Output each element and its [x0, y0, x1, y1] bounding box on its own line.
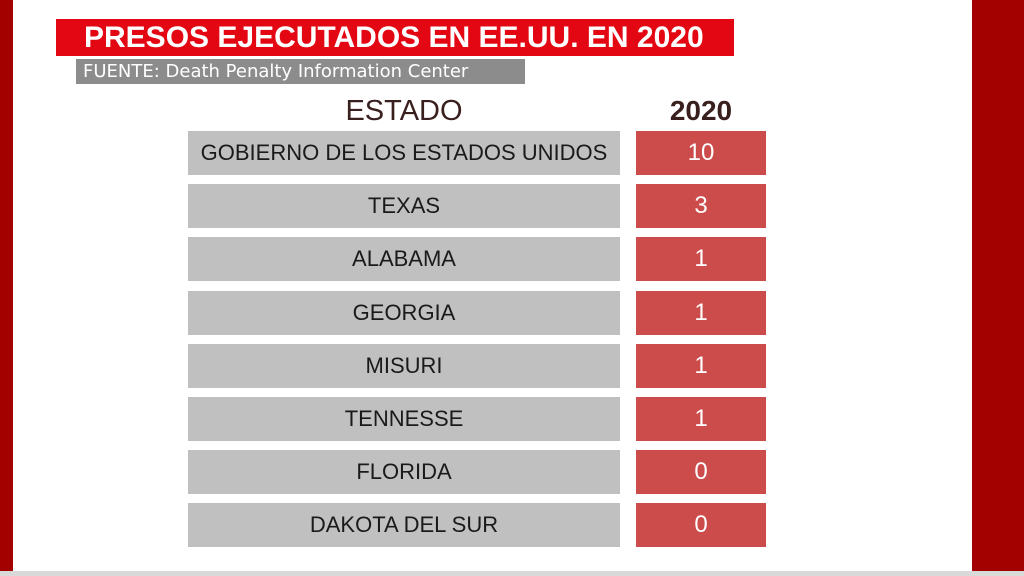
- right-frame-border: [972, 0, 1024, 576]
- state-cell: TENNESSE: [188, 397, 620, 441]
- state-cell: DAKOTA DEL SUR: [188, 503, 620, 547]
- value-cell: 1: [636, 291, 766, 335]
- column-header-state: ESTADO: [345, 95, 463, 127]
- table-row: GOBIERNO DE LOS ESTADOS UNIDOS 10: [0, 131, 1024, 175]
- column-header-year: 2020: [669, 95, 733, 126]
- bottom-frame-border: [0, 571, 1024, 576]
- state-cell: MISURI: [188, 344, 620, 388]
- table-row: MISURI 1: [0, 344, 1024, 388]
- table-row: ALABAMA 1: [0, 237, 1024, 281]
- value-cell: 0: [636, 503, 766, 547]
- source-label: FUENTE: Death Penalty Information Center: [76, 59, 525, 84]
- value-cell: 1: [636, 237, 766, 281]
- value-cell: 1: [636, 397, 766, 441]
- value-cell: 3: [636, 184, 766, 228]
- state-cell: FLORIDA: [188, 450, 620, 494]
- table-row: GEORGIA 1: [0, 291, 1024, 335]
- state-cell: GOBIERNO DE LOS ESTADOS UNIDOS: [188, 131, 620, 175]
- table-row: DAKOTA DEL SUR 0: [0, 503, 1024, 547]
- table-row: TEXAS 3: [0, 184, 1024, 228]
- table-row: FLORIDA 0: [0, 450, 1024, 494]
- state-cell: GEORGIA: [188, 291, 620, 335]
- value-cell: 10: [636, 131, 766, 175]
- state-cell: TEXAS: [188, 184, 620, 228]
- table-row: TENNESSE 1: [0, 397, 1024, 441]
- left-frame-border: [0, 0, 13, 576]
- chart-title: PRESOS EJECUTADOS EN EE.UU. EN 2020: [56, 19, 734, 56]
- value-cell: 0: [636, 450, 766, 494]
- value-cell: 1: [636, 344, 766, 388]
- state-cell: ALABAMA: [188, 237, 620, 281]
